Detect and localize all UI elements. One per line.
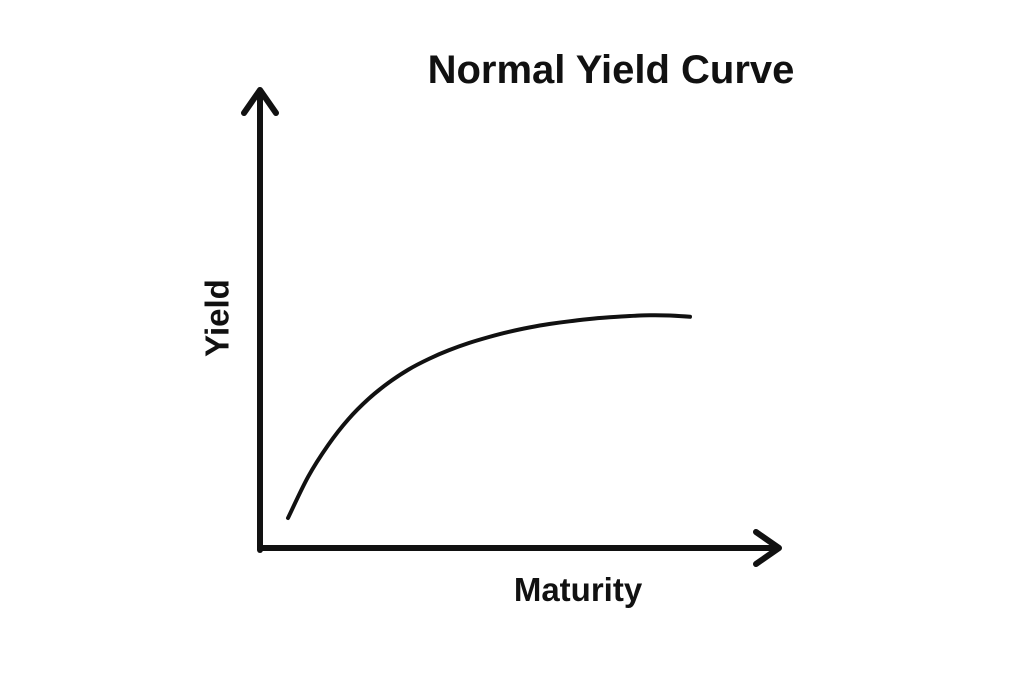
series-group — [286, 313, 692, 520]
y-axis-label: Yield — [199, 279, 236, 357]
y-axis-arrowhead — [241, 87, 279, 116]
series-line-0 — [286, 313, 692, 520]
chart-title: Normal Yield Curve — [428, 48, 795, 92]
x-axis-arrowhead — [753, 529, 782, 567]
x-axis-label: Maturity — [514, 571, 643, 608]
